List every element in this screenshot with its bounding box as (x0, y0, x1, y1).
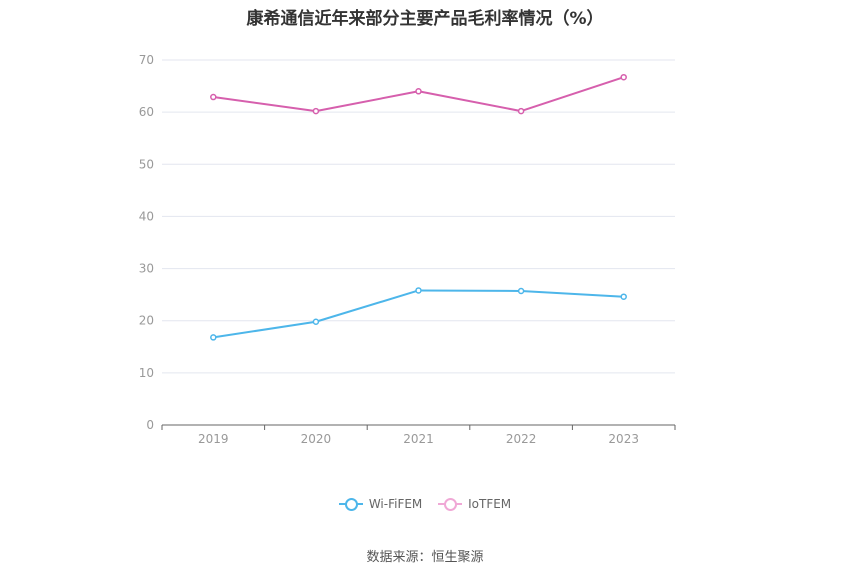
data-point-wifi-fem-2019 (210, 334, 217, 341)
legend: Wi-FiFEM IoTFEM (0, 497, 850, 514)
y-tick-label-40: 40 (139, 209, 154, 223)
data-point-iot-fem-2020 (312, 107, 320, 115)
data-point-wifi-fem-2023 (620, 293, 627, 300)
legend-label-iot-fem: IoTFEM (468, 497, 512, 511)
data-point-iot-fem-2022 (517, 107, 525, 115)
data-point-iot-fem-2019 (210, 93, 217, 101)
y-tick-label-70: 70 (139, 53, 154, 67)
series-line-wifi-fem (213, 289, 624, 339)
y-tick-label-0: 0 (146, 418, 154, 432)
data-point-wifi-fem-2021 (415, 287, 422, 294)
legend-marker-wifi-fem-icon (338, 497, 363, 511)
data-point-iot-fem-2023 (620, 73, 627, 81)
data-point-wifi-fem-2020 (312, 318, 320, 326)
legend-item-iot-fem[interactable]: IoTFEM (438, 497, 511, 511)
y-tick-label-10: 10 (139, 366, 154, 380)
series-lines (210, 73, 627, 341)
x-tick-label-2023: 2023 (608, 432, 639, 446)
data-point-wifi-fem-2022 (517, 287, 525, 295)
grid-lines (162, 59, 675, 374)
x-tick-label-2022: 2022 (506, 432, 537, 446)
x-tick-label-2020: 2020 (301, 432, 332, 446)
legend-item-wifi-fem[interactable]: Wi-FiFEM (338, 497, 423, 511)
x-tick-label-2019: 2019 (198, 432, 229, 446)
y-tick-label-20: 20 (139, 314, 154, 328)
legend-marker-iot-fem-icon (438, 497, 463, 511)
source-note: 数据来源：恒生聚源 (366, 550, 484, 565)
y-tick-label-60: 60 (139, 105, 154, 119)
y-tick-label-30: 30 (139, 262, 154, 276)
y-tick-label-50: 50 (139, 157, 154, 171)
data-point-iot-fem-2021 (415, 88, 422, 95)
chart-title: 康希通信近年来部分主要产品毛利率情况（%） (246, 9, 604, 29)
x-tick-label-2021: 2021 (403, 432, 434, 446)
axes: 0 10 20 30 40 50 60 70 2019 2020 2021 2022 2023 (139, 53, 676, 446)
legend-label-wifi-fem: Wi-FiFEM (368, 497, 423, 511)
